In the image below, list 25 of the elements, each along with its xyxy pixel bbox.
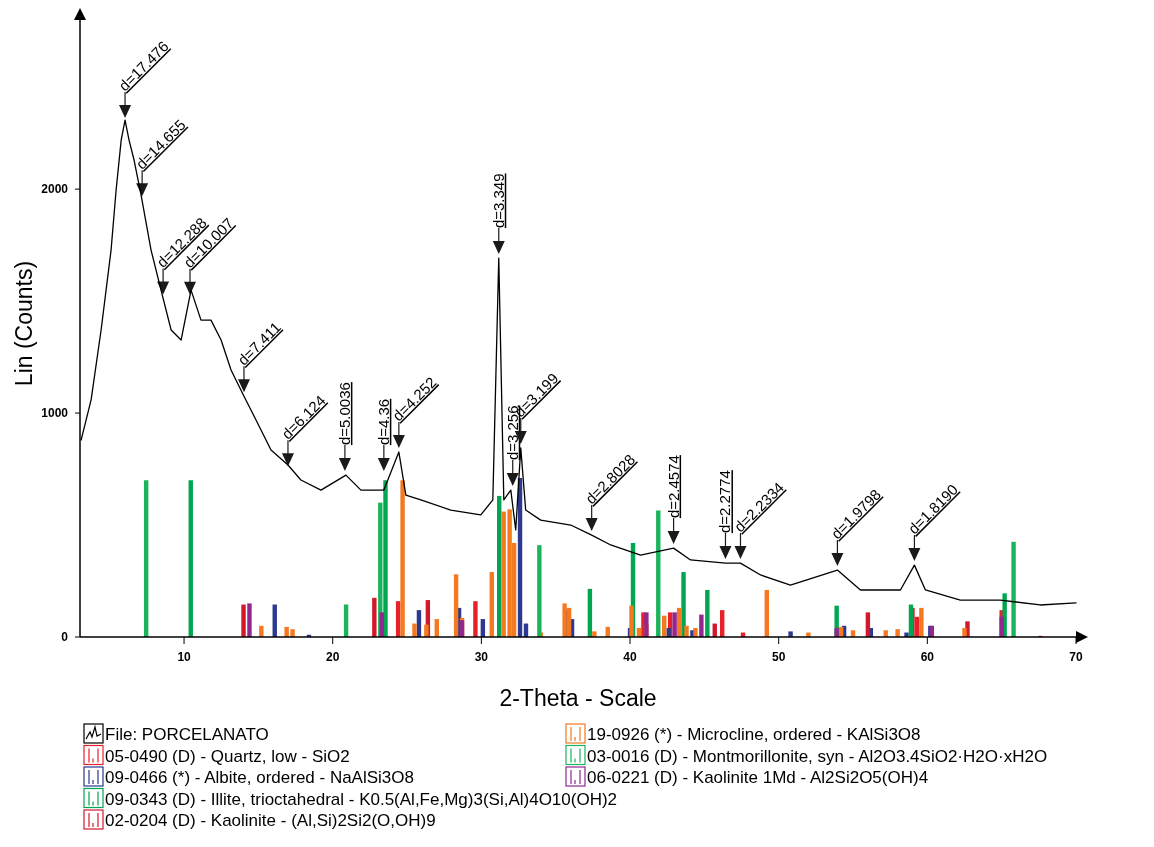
x-tick-label: 40	[623, 650, 638, 664]
annotation: d=3.349	[489, 173, 507, 229]
annotation: d=5.0036	[335, 382, 353, 446]
x-tick-label: 20	[326, 650, 340, 664]
x-axis-title: 2-Theta - Scale	[499, 685, 657, 711]
legend-label: 03-0016 (D) - Montmorillonite, syn - Al2O3.4SiO2·H2O·xH2O	[587, 746, 1048, 766]
legend-label: 06-0221 (D) - Kaolinite 1Md - Al2Si2O5(OH)4	[587, 768, 929, 787]
x-tick-label: 50	[772, 650, 786, 664]
x-tick-label: 60	[920, 650, 935, 664]
y-tick-label: 2000	[41, 182, 69, 197]
legend-label: 19-0926 (*) - Microcline, ordered - KAlSi3O8	[587, 725, 921, 744]
x-tick-label: 10	[177, 650, 192, 664]
x-tick-label: 30	[474, 650, 489, 664]
legend-label: 02-0204 (D) - Kaolinite - (Al,Si)2Si2(O,OH)9	[105, 811, 436, 830]
annotation: d=2.2774	[716, 470, 734, 534]
y-tick-label: 0	[61, 630, 69, 644]
y-tick-label: 1000	[41, 406, 69, 421]
annotation: d=2.4574	[664, 455, 682, 519]
legend-label: 05-0490 (D) - Quartz, low - SiO2	[105, 746, 350, 766]
x-tick-label: 70	[1069, 650, 1083, 664]
legend-label: 09-0466 (*) - Albite, ordered - NaAlSi3O8	[105, 768, 414, 787]
legend-label: 09-0343 (D) - Illite, trioctahedral - K0.5(Al,Fe,Mg)3(Si,Al)4O10(OH)2	[105, 789, 618, 809]
annotation: d=4.36	[374, 398, 392, 446]
y-axis-title: Lin (Counts)	[11, 260, 37, 387]
legend-label: File: PORCELANATO	[105, 725, 269, 744]
